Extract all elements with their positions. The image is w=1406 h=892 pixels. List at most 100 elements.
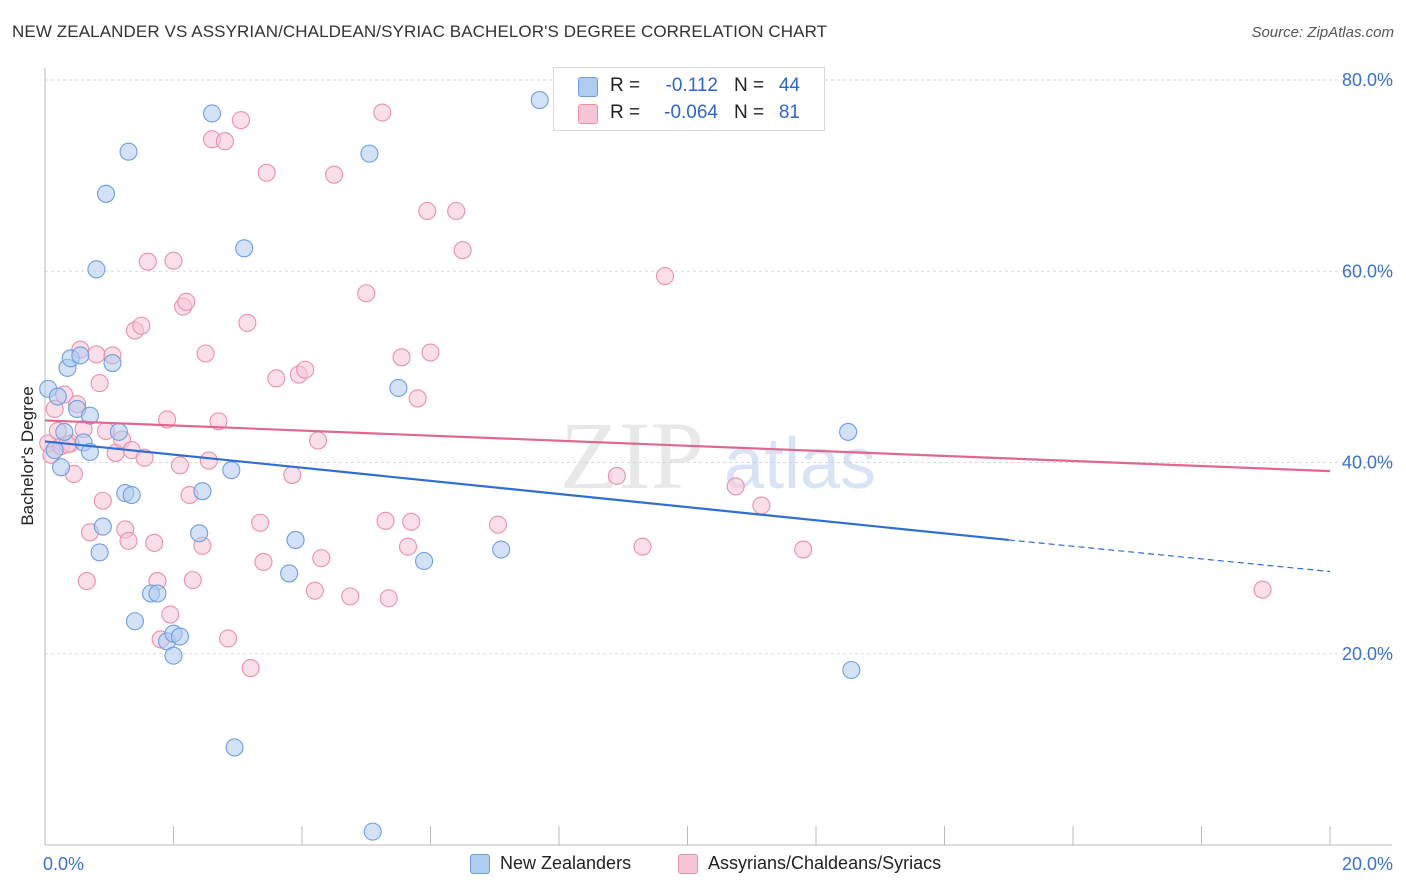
legend-row-new-zealanders: R = -0.112 N = 44: [554, 73, 824, 99]
data-point-assyrian: [379, 589, 398, 608]
data-point-new-zealander: [109, 422, 128, 441]
data-point-assyrian: [296, 360, 315, 379]
data-point-assyrian: [305, 581, 324, 600]
data-point-assyrian: [283, 465, 302, 484]
trend-line-assyrians: [44, 419, 1331, 473]
data-point-assyrian: [1253, 580, 1272, 599]
data-point-new-zealander: [193, 482, 212, 501]
series-legend: New Zealanders Assyrians/Chaldeans/Syria…: [0, 852, 1406, 878]
data-point-new-zealander: [52, 458, 71, 477]
data-point-new-zealander: [119, 142, 138, 161]
data-point-new-zealander: [164, 646, 183, 665]
r-value: -0.064: [664, 102, 718, 123]
data-point-assyrian: [93, 491, 112, 510]
r-label: R =: [610, 102, 641, 123]
correlation-legend: R = -0.112 N = 44 R = -0.064 N = 81: [553, 67, 825, 131]
data-point-assyrian: [161, 605, 180, 624]
data-point-assyrian: [398, 537, 418, 556]
data-point-new-zealander: [87, 260, 106, 279]
data-point-new-zealander: [80, 406, 100, 425]
data-point-assyrian: [418, 201, 437, 221]
data-points: [39, 91, 1272, 841]
data-point-assyrian: [607, 466, 626, 485]
data-point-assyrian: [794, 540, 813, 559]
data-point-assyrian: [453, 241, 472, 260]
legend-swatch-pink: [578, 104, 598, 124]
data-point-new-zealander: [80, 442, 100, 462]
data-point-assyrian: [158, 410, 177, 429]
data-point-new-zealander: [492, 540, 511, 559]
chart-title: NEW ZEALANDER VS ASSYRIAN/CHALDEAN/SYRIA…: [12, 22, 828, 41]
data-point-assyrian: [177, 292, 196, 311]
data-point-new-zealander: [389, 378, 408, 397]
data-point-assyrian: [726, 477, 745, 496]
data-point-new-zealander: [93, 517, 112, 536]
data-point-assyrian: [238, 313, 257, 332]
r-label: R =: [610, 75, 641, 96]
data-point-new-zealander: [839, 422, 858, 441]
data-point-assyrian: [325, 165, 344, 184]
data-point-new-zealander: [286, 530, 305, 550]
y-tick-label: 60.0%: [1342, 261, 1393, 281]
data-point-assyrian: [633, 537, 652, 556]
data-point-new-zealander: [90, 543, 109, 562]
grid-lines: [45, 79, 1392, 655]
data-point-assyrian: [90, 374, 109, 393]
legend-swatch-pink: [678, 854, 698, 874]
data-point-assyrian: [357, 284, 376, 303]
trend-lines: [44, 419, 1331, 573]
data-point-new-zealander: [415, 551, 434, 571]
data-point-new-zealander: [71, 346, 90, 365]
data-point-assyrian: [488, 515, 508, 534]
data-point-new-zealander: [280, 564, 299, 583]
data-point-assyrian: [312, 549, 331, 568]
y-tick-label: 20.0%: [1342, 644, 1393, 664]
legend-swatch-blue: [470, 854, 490, 874]
legend-label: Assyrians/Chaldeans/Syriacs: [708, 853, 942, 873]
trend-line-extension: [1008, 539, 1331, 573]
data-point-assyrian: [241, 659, 260, 678]
data-point-assyrian: [199, 451, 218, 470]
watermark-zip: ZIP: [560, 402, 704, 509]
data-point-assyrian: [132, 316, 151, 335]
data-point-assyrian: [215, 132, 234, 151]
n-value: 81: [778, 102, 800, 123]
data-point-new-zealander: [222, 461, 241, 480]
data-point-new-zealander: [203, 104, 222, 123]
data-point-new-zealander: [103, 353, 122, 373]
data-point-assyrian: [655, 266, 675, 286]
data-point-new-zealander: [148, 584, 167, 603]
data-point-assyrian: [408, 389, 427, 408]
data-point-assyrian: [421, 343, 440, 362]
data-point-assyrian: [392, 348, 411, 367]
data-point-assyrian: [138, 252, 157, 271]
data-point-new-zealander: [235, 239, 254, 258]
data-point-assyrian: [145, 533, 164, 552]
data-point-new-zealander: [55, 422, 74, 441]
data-point-new-zealander: [96, 184, 116, 203]
data-point-assyrian: [77, 572, 96, 591]
data-point-assyrian: [341, 587, 360, 606]
data-point-assyrian: [267, 369, 286, 388]
data-point-assyrian: [119, 531, 138, 550]
data-point-new-zealander: [225, 738, 244, 757]
watermark: ZIP atlas: [560, 402, 876, 509]
data-point-assyrian: [231, 111, 251, 130]
data-point-new-zealander: [530, 91, 549, 110]
n-value: 44: [778, 75, 800, 96]
source-label: Source: ZipAtlas.com: [1251, 24, 1394, 41]
data-point-assyrian: [219, 629, 238, 648]
data-point-new-zealander: [363, 822, 382, 841]
r-value: -0.112: [665, 75, 718, 96]
legend-label: New Zealanders: [500, 853, 632, 873]
axes: [44, 68, 1392, 846]
data-point-new-zealander: [190, 524, 209, 543]
data-point-assyrian: [309, 431, 328, 450]
x-tick-label: 20.0%: [1342, 854, 1393, 874]
data-point-new-zealander: [122, 485, 141, 505]
data-point-assyrian: [170, 456, 189, 475]
data-point-new-zealander: [360, 144, 379, 163]
data-point-assyrian: [87, 345, 106, 364]
data-point-assyrian: [752, 496, 771, 515]
data-point-assyrian: [373, 103, 392, 122]
